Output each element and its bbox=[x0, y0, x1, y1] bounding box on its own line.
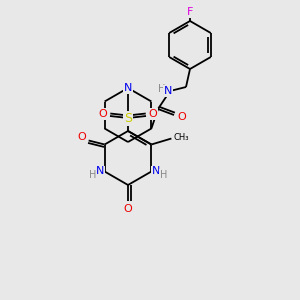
Text: CH₃: CH₃ bbox=[173, 133, 189, 142]
Text: N: N bbox=[152, 167, 160, 176]
Text: F: F bbox=[187, 7, 193, 17]
Text: O: O bbox=[148, 109, 158, 119]
Text: O: O bbox=[77, 133, 86, 142]
Text: N: N bbox=[164, 86, 172, 96]
Text: N: N bbox=[95, 167, 104, 176]
Text: H: H bbox=[89, 169, 96, 179]
Text: O: O bbox=[124, 204, 132, 214]
Text: H: H bbox=[160, 169, 167, 179]
Text: O: O bbox=[178, 112, 186, 122]
Text: H: H bbox=[158, 84, 166, 94]
Text: N: N bbox=[124, 83, 132, 93]
Text: S: S bbox=[124, 112, 132, 124]
Text: O: O bbox=[99, 109, 107, 119]
